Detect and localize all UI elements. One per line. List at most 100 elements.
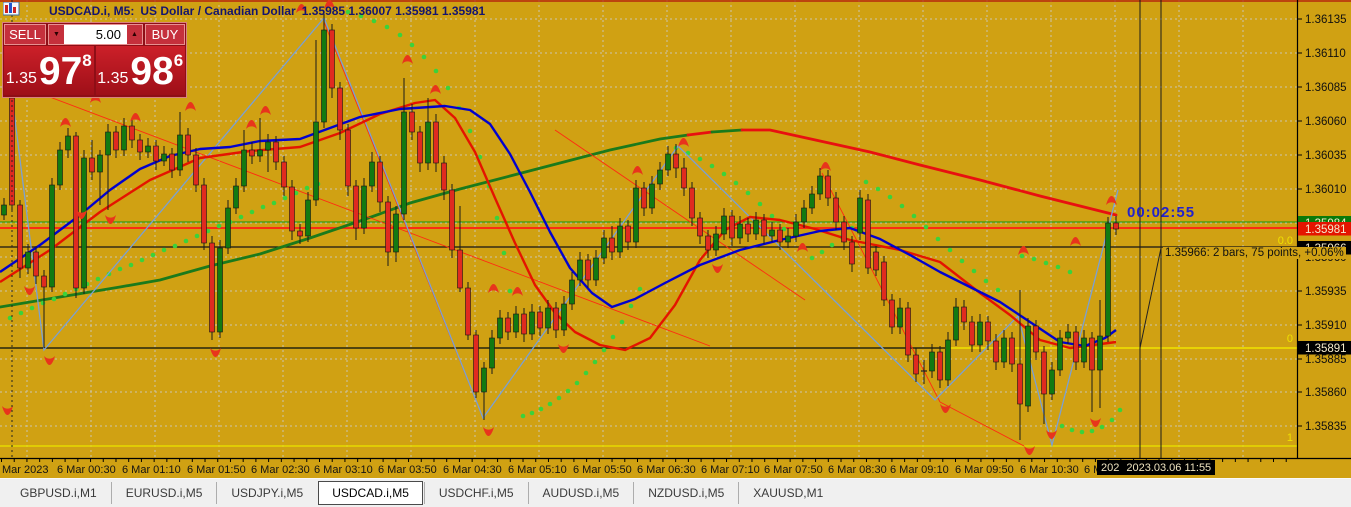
candle [425,121,431,164]
candle [457,249,463,289]
candle [441,162,447,191]
candle [337,87,343,131]
candle [865,199,871,269]
time-axis-label: 6 Mar 09:10 [890,464,949,476]
candle [569,279,575,305]
tab-NZDUSD-i-M5[interactable]: NZDUSD.i,M5 [633,482,738,504]
time-axis-label: Mar 2023 [2,464,48,476]
candle [617,225,623,253]
fractal-down-arrow-icon [24,286,35,295]
fractal-arrows-layer [2,0,1117,455]
time-axis-label: 6 Mar 09:50 [955,464,1014,476]
time-axis-label: 6 Mar 07:50 [764,464,823,476]
candle [873,251,879,271]
candle [1049,369,1055,395]
candle [65,135,71,151]
candle [1025,325,1031,407]
buy-price-small: 1.35 [97,70,129,87]
one-click-trading-icon[interactable] [3,2,41,18]
price-axis-label: 1.35885 [1305,354,1347,366]
volume-decrease-button[interactable]: ▼ [53,31,60,38]
price-axis[interactable]: 1.36135 1.36110 1.36085 1.36060 1.36035 1.360… [1278,0,1351,458]
candle [25,251,31,269]
candle [233,185,239,209]
candle [1065,331,1071,339]
time-axis[interactable]: Mar 2023 6 Mar 00:30 6 Mar 01:10 6 Mar 01:5… [0,457,1351,476]
price-axis-label: 1.35860 [1305,387,1347,399]
candle [1001,337,1007,363]
buy-button[interactable]: BUY [145,24,185,45]
sell-price-sup: 8 [82,51,92,70]
candle [353,185,359,229]
ma-slow-line [0,128,1118,309]
tab-USDCHF-i-M5[interactable]: USDCHF.i,M5 [423,482,528,504]
candle [289,186,295,232]
candle [721,215,727,235]
candle [889,299,895,328]
candle [393,213,399,253]
fractal-down-arrow-icon [44,356,55,365]
candle [417,131,423,164]
candle [1057,337,1063,371]
candle [625,225,631,243]
volume-increase-button[interactable]: ▲ [131,31,138,38]
candle [977,321,983,346]
fractal-down-arrow-icon [940,404,951,413]
fractal-up-arrow-icon [512,287,523,296]
candle [593,257,599,281]
price-chart[interactable]: 1.36135 1.36110 1.36085 1.36060 1.36035 1.360… [0,0,1351,478]
candle [1113,222,1119,230]
candle [761,219,767,237]
candle [145,145,151,153]
chart-title: USDCAD.i, M5: US Dollar / Canadian Dollar… [49,4,491,18]
tab-USDCAD-i-M5[interactable]: USDCAD.i,M5 [318,481,423,505]
fib-level-label: 0 [1287,333,1293,345]
fractal-up-arrow-icon [820,162,831,171]
crosshair-time-box: 202 2023.03.06 11:55 [1097,460,1216,475]
volume-input[interactable] [64,25,127,44]
price-axis-label: 1.35935 [1305,286,1347,298]
tab-AUDUSD-i-M5[interactable]: AUDUSD.i,M5 [527,482,634,504]
fractal-down-arrow-icon [558,344,569,353]
candle [993,340,999,363]
candle [465,287,471,336]
title-ohlc: 1.35985 1.36007 1.35981 1.35981 [301,4,486,18]
candle [649,183,655,209]
tab-USDJPY-i-M5[interactable]: USDJPY.i,M5 [216,482,317,504]
buy-price-panel[interactable]: 1.35 98 6 [95,46,185,95]
candle [201,184,207,244]
candle [121,125,127,151]
sell-price-panel[interactable]: 1.35 97 8 [4,46,94,95]
candle [793,221,799,237]
time-axis-label: 6 Mar 08:30 [828,464,887,476]
fractal-down-arrow-icon [483,427,494,436]
candle [817,175,823,195]
fractal-down-arrow-icon [105,215,116,224]
time-axis-label: 6 Mar 10:30 [1020,464,1079,476]
candle [177,134,183,171]
tab-EURUSD-i-M5[interactable]: EURUSD.i,M5 [110,482,217,504]
zigzag-blue-line [10,16,1119,448]
candle [105,131,111,156]
candle [241,149,247,187]
candle [961,306,967,323]
sell-button[interactable]: SELL [4,24,46,45]
fractal-up-arrow-icon [130,113,141,122]
measure-tooltip: 1.35966: 2 bars, 75 points, +0.06% [1163,247,1346,259]
crosshair-time-partial: 202 [1101,461,1120,474]
time-axis-label: 6 Mar 04:30 [443,464,502,476]
time-axis-label: 6 Mar 01:50 [187,464,246,476]
title-symbol: USDCAD.i, M5: [49,4,135,18]
parabolic-sar-dots [7,9,1123,435]
candle [409,111,415,133]
tab-XAUUSD-M1[interactable]: XAUUSD,M1 [738,482,837,504]
buy-price-big: 98 [130,50,174,93]
candle [1009,337,1015,365]
candle [849,241,855,265]
candle [1,204,7,216]
candle [161,153,167,162]
tab-GBPUSD-i-M1[interactable]: GBPUSD.i,M1 [20,486,97,500]
candle [113,131,119,151]
